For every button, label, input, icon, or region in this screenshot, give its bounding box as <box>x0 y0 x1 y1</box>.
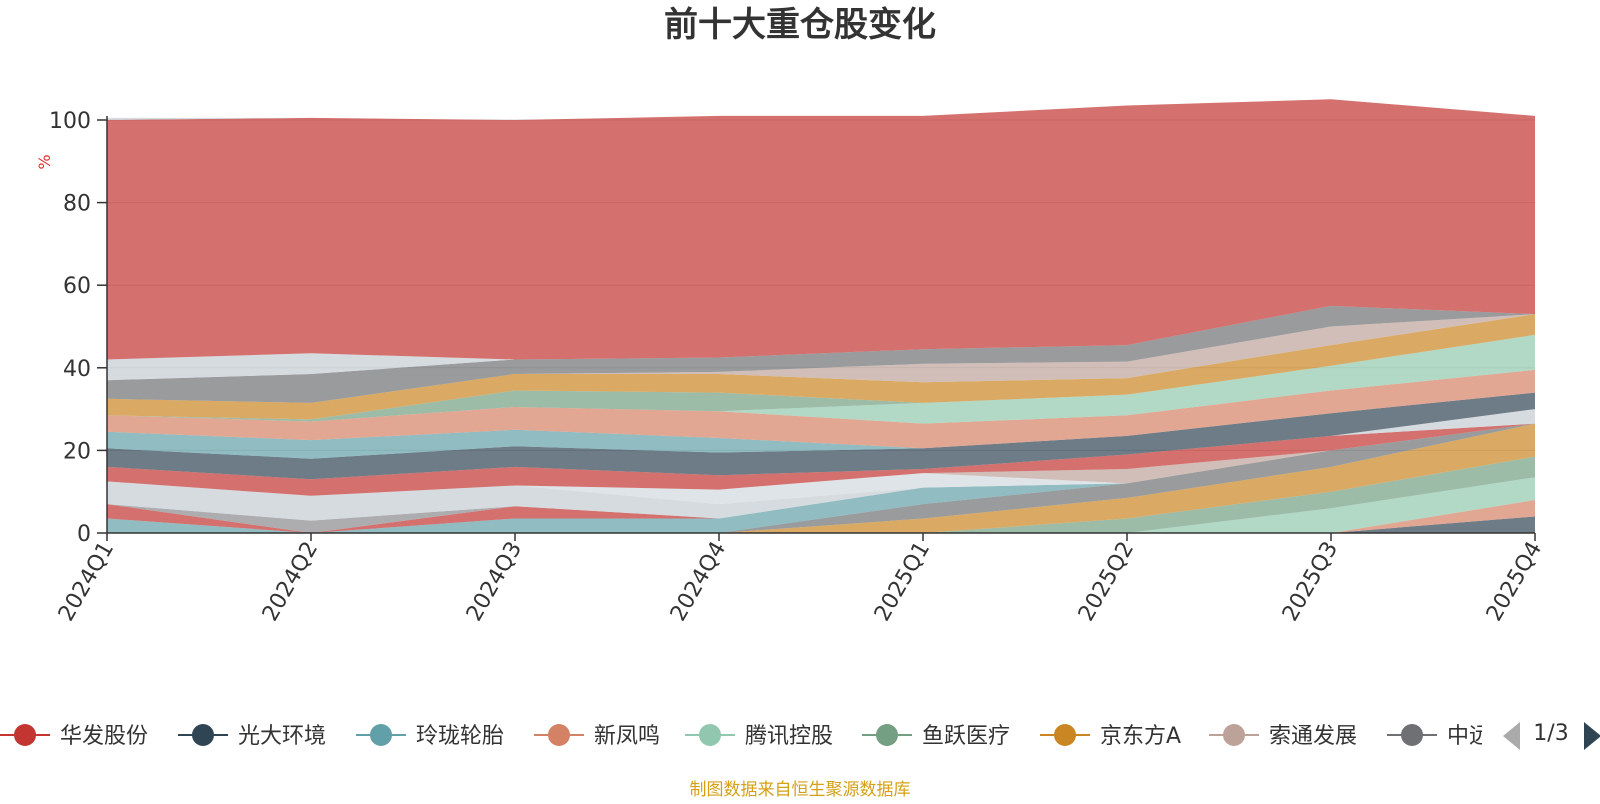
x-tick-label: 2024Q1 <box>54 538 119 626</box>
legend-marker <box>876 724 898 746</box>
legend-marker <box>699 724 721 746</box>
area-series[interactable] <box>107 423 1535 533</box>
legend-label: 腾讯控股 <box>745 724 833 749</box>
x-tick-label: 2024Q2 <box>258 538 323 626</box>
x-tick-label: 2024Q3 <box>462 538 527 626</box>
area-series[interactable] <box>107 423 1535 533</box>
area-series[interactable] <box>107 99 1535 360</box>
legend-item[interactable]: 华发股份 <box>0 724 148 749</box>
area-series[interactable] <box>107 314 1535 403</box>
x-tick-label: 2025Q3 <box>1278 538 1343 626</box>
area-series[interactable] <box>107 423 1535 533</box>
area-series[interactable] <box>107 314 1535 420</box>
legend-item[interactable]: 玲珑轮胎 <box>356 724 504 749</box>
legend-label: 新凤鸣 <box>594 724 660 749</box>
y-tick-label: 0 <box>77 522 91 547</box>
area-series[interactable] <box>107 423 1535 533</box>
x-tick-label: 2024Q4 <box>666 538 731 626</box>
legend-prev-page-icon[interactable] <box>1503 722 1520 750</box>
legend-page-indicator: 1/3 <box>1533 721 1568 746</box>
x-tick-label: 2025Q2 <box>1074 538 1139 626</box>
area-series[interactable] <box>107 392 1535 480</box>
area-series[interactable] <box>107 305 1535 403</box>
area-series[interactable] <box>107 423 1535 496</box>
area-series[interactable] <box>107 99 1535 120</box>
area-series-layer <box>107 99 1535 533</box>
area-series[interactable] <box>107 456 1535 533</box>
area-series[interactable] <box>107 369 1535 449</box>
legend-marker <box>1223 724 1245 746</box>
y-tick-label: 60 <box>63 274 91 299</box>
legend-label: 华发股份 <box>60 724 148 749</box>
legend-marker <box>1054 724 1076 746</box>
legend-items: 华发股份 光大环境 玲珑轮胎 新凤鸣 腾讯控股 鱼跃医疗 京东方A 索通发展 中远 <box>0 724 1491 749</box>
legend-marker <box>1401 724 1423 746</box>
data-source-note: 制图数据来自恒生聚源数据库 <box>690 780 911 800</box>
x-tick-label: 2025Q1 <box>870 538 935 626</box>
chart-title: 前十大重仓股变化 <box>664 5 936 45</box>
area-series[interactable] <box>107 334 1535 422</box>
y-axis-unit-label: % <box>35 154 54 169</box>
legend-item[interactable]: 新凤鸣 <box>534 724 660 749</box>
legend-label: 索通发展 <box>1269 724 1357 749</box>
area-series[interactable] <box>107 423 1535 505</box>
y-tick-label: 80 <box>63 192 91 217</box>
legend-next-page-icon[interactable] <box>1584 722 1600 750</box>
legend-item[interactable]: 鱼跃医疗 <box>862 724 1010 749</box>
x-tick-label: 2025Q4 <box>1482 538 1547 626</box>
legend-label: 鱼跃医疗 <box>922 724 1010 749</box>
y-tick-label: 40 <box>63 357 91 382</box>
legend-label: 光大环境 <box>238 724 326 749</box>
legend-marker <box>370 724 392 746</box>
legend-label: 京东方A <box>1100 724 1181 749</box>
legend-label: 玲珑轮胎 <box>416 724 504 749</box>
y-tick-label: 100 <box>49 109 91 134</box>
legend-marker <box>548 724 570 746</box>
legend-item[interactable]: 索通发展 <box>1209 724 1357 749</box>
legend-item[interactable]: 腾讯控股 <box>685 724 833 749</box>
area-series[interactable] <box>107 516 1535 534</box>
y-tick-label: 20 <box>63 439 91 464</box>
area-series[interactable] <box>107 423 1535 496</box>
legend-item[interactable]: 光大环境 <box>178 724 326 749</box>
area-series[interactable] <box>107 423 1535 521</box>
legend-marker <box>192 724 214 746</box>
legend-marker <box>14 724 36 746</box>
area-series[interactable] <box>107 305 1535 381</box>
area-series[interactable] <box>107 334 1535 424</box>
legend[interactable]: 华发股份 光大环境 玲珑轮胎 新凤鸣 腾讯控股 鱼跃医疗 京东方A 索通发展 中远 <box>0 722 1600 750</box>
area-series[interactable] <box>107 392 1535 459</box>
legend-item[interactable]: 中远 <box>1387 724 1491 749</box>
legend-label: 中远 <box>1447 724 1491 749</box>
legend-item[interactable]: 京东方A <box>1040 724 1181 749</box>
